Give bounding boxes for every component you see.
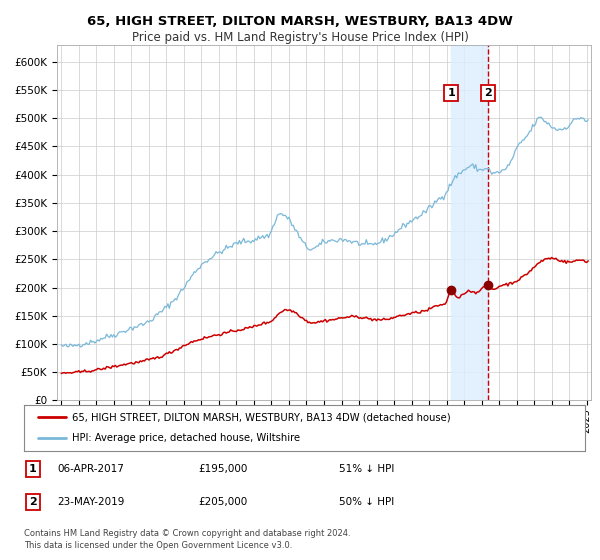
Text: HPI: Average price, detached house, Wiltshire: HPI: Average price, detached house, Wilt… — [71, 433, 300, 444]
Text: Contains HM Land Registry data © Crown copyright and database right 2024.
This d: Contains HM Land Registry data © Crown c… — [24, 529, 350, 550]
Text: 65, HIGH STREET, DILTON MARSH, WESTBURY, BA13 4DW: 65, HIGH STREET, DILTON MARSH, WESTBURY,… — [87, 15, 513, 28]
Text: 1: 1 — [448, 88, 455, 98]
Text: 1: 1 — [29, 464, 37, 474]
Text: 2: 2 — [485, 88, 492, 98]
Text: 50% ↓ HPI: 50% ↓ HPI — [339, 497, 394, 507]
Text: Price paid vs. HM Land Registry's House Price Index (HPI): Price paid vs. HM Land Registry's House … — [131, 31, 469, 44]
Bar — [451, 45, 488, 400]
Text: £205,000: £205,000 — [198, 497, 247, 507]
Text: 51% ↓ HPI: 51% ↓ HPI — [339, 464, 394, 474]
Text: £195,000: £195,000 — [198, 464, 247, 474]
Text: 65, HIGH STREET, DILTON MARSH, WESTBURY, BA13 4DW (detached house): 65, HIGH STREET, DILTON MARSH, WESTBURY,… — [71, 412, 451, 422]
Text: 06-APR-2017: 06-APR-2017 — [57, 464, 124, 474]
Text: 2: 2 — [29, 497, 37, 507]
Text: 23-MAY-2019: 23-MAY-2019 — [57, 497, 124, 507]
